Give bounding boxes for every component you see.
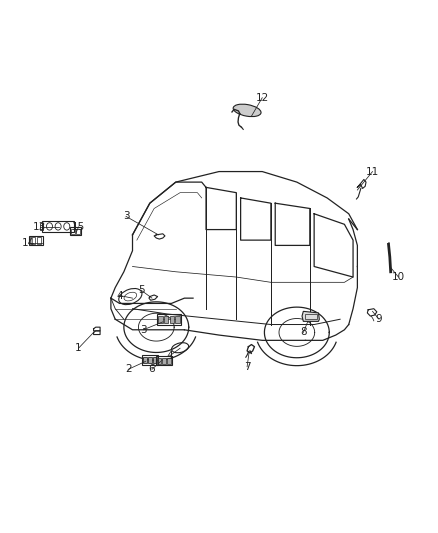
Text: 4: 4 bbox=[116, 290, 123, 301]
Bar bbox=[36, 238, 41, 244]
Bar bbox=[157, 314, 181, 325]
Text: 15: 15 bbox=[72, 222, 85, 232]
Text: 7: 7 bbox=[244, 362, 251, 372]
Bar bbox=[71, 229, 75, 234]
Bar bbox=[29, 236, 42, 245]
Bar bbox=[167, 358, 170, 364]
Text: 6: 6 bbox=[148, 365, 155, 374]
Bar bbox=[70, 228, 81, 235]
Text: 5: 5 bbox=[138, 285, 145, 295]
Bar bbox=[164, 316, 168, 323]
Text: 13: 13 bbox=[33, 222, 46, 232]
Bar bbox=[175, 316, 180, 323]
Bar bbox=[159, 316, 163, 323]
Bar bbox=[31, 238, 35, 244]
Polygon shape bbox=[302, 311, 319, 321]
Bar bbox=[170, 316, 174, 323]
Bar bbox=[305, 314, 317, 319]
Text: 12: 12 bbox=[256, 93, 269, 103]
Ellipse shape bbox=[233, 104, 261, 117]
Text: 2: 2 bbox=[125, 365, 131, 374]
Bar bbox=[162, 358, 166, 364]
Text: 10: 10 bbox=[392, 272, 405, 282]
Text: 9: 9 bbox=[376, 314, 382, 324]
Text: 11: 11 bbox=[366, 166, 379, 176]
Text: 3: 3 bbox=[123, 212, 129, 221]
Bar bbox=[158, 358, 161, 364]
Text: 14: 14 bbox=[22, 238, 35, 248]
Bar bbox=[148, 357, 152, 363]
Bar bbox=[39, 223, 42, 230]
Bar bbox=[42, 221, 74, 232]
Text: 8: 8 bbox=[300, 327, 307, 337]
Bar bbox=[156, 356, 172, 365]
Bar bbox=[76, 229, 80, 234]
Bar bbox=[143, 357, 147, 363]
Text: 3: 3 bbox=[140, 325, 147, 335]
Bar bbox=[142, 355, 159, 365]
Bar bbox=[153, 357, 157, 363]
Text: 4: 4 bbox=[166, 351, 173, 361]
Text: 1: 1 bbox=[75, 343, 82, 353]
